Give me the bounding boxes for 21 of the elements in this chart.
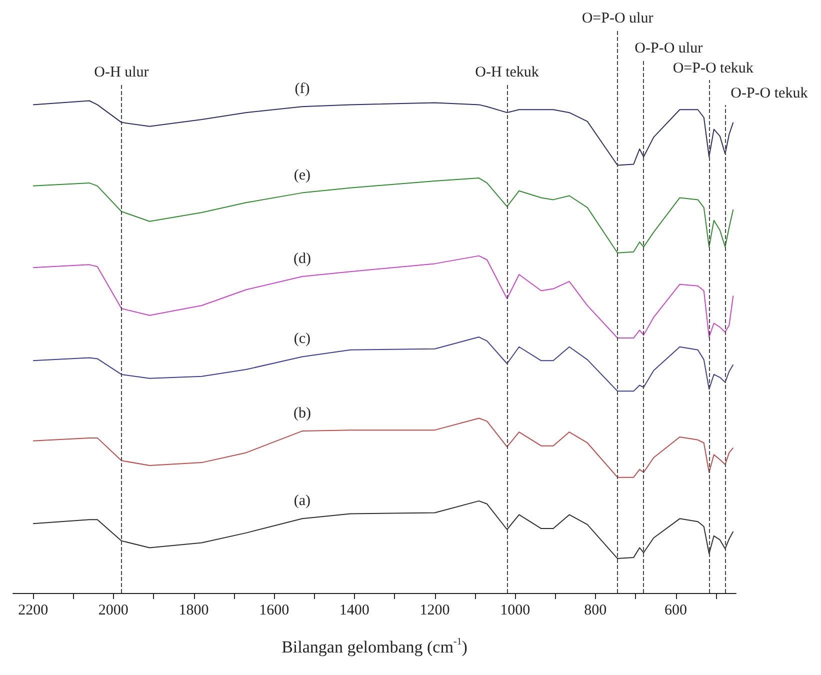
x-tick-label: 600 xyxy=(664,602,687,618)
ref-line-label: O=P-O tekuk xyxy=(672,60,754,76)
x-tick-label: 2000 xyxy=(98,602,128,618)
x-tick-label: 2200 xyxy=(18,602,48,618)
ref-line-label: O-P-O ulur xyxy=(634,40,703,56)
ref-line-label: O-P-O tekuk xyxy=(730,86,808,102)
series-label: (b) xyxy=(293,406,311,422)
series-label: (d) xyxy=(293,250,311,267)
x-tick-label: 1200 xyxy=(420,602,450,618)
series-label: (e) xyxy=(294,167,311,184)
x-tick-label: 1800 xyxy=(178,602,209,618)
ref-line-label: O-H ulur xyxy=(94,64,149,80)
x-tick-label: 1400 xyxy=(339,602,370,618)
x-tick-label: 800 xyxy=(584,602,607,618)
series-label: (f) xyxy=(294,81,310,98)
ref-line-label: O=P-O ulur xyxy=(582,10,654,26)
series-label: (a) xyxy=(294,493,311,510)
ref-line-label: O-H tekuk xyxy=(475,64,540,80)
x-tick-label: 1000 xyxy=(500,602,530,618)
x-tick-label: 1600 xyxy=(259,602,290,618)
series-label: (c) xyxy=(294,331,311,348)
